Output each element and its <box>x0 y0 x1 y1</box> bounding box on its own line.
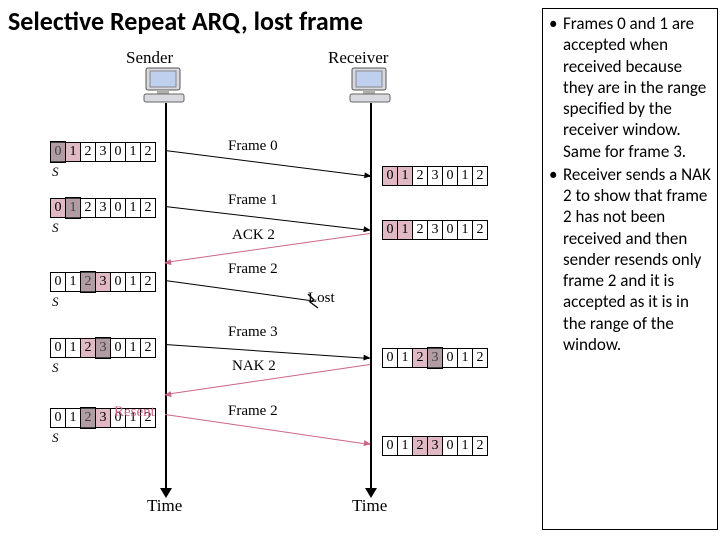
seq-cell: 1 <box>125 338 141 358</box>
seq-cell: 2 <box>412 166 428 186</box>
seq-cell: 2 <box>412 348 428 368</box>
seq-cell: 2 <box>140 198 156 218</box>
seq-cell: 2 <box>472 348 488 368</box>
arrow-label: Frame 0 <box>228 138 278 155</box>
seq-cell: 3 <box>427 166 443 186</box>
arrow-label: NAK 2 <box>232 358 276 375</box>
arq-diagram: SenderReceiver TimeTime0123012S0123012S0… <box>10 48 530 528</box>
s-label: S <box>52 430 59 446</box>
seq-cell: 2 <box>472 220 488 240</box>
seq-cell: 2 <box>80 198 96 218</box>
seq-cell: 1 <box>65 272 81 292</box>
timeline <box>165 103 167 488</box>
seq-cell: 2 <box>472 436 488 456</box>
resent-label: Resent <box>114 404 155 421</box>
lost-arrow <box>165 280 310 301</box>
seq-cell: 0 <box>50 272 66 292</box>
seq-cell: 0 <box>110 338 126 358</box>
seq-cell: 1 <box>65 408 81 428</box>
bullet-item: Receiver sends a NAK 2 to show that fram… <box>547 164 711 355</box>
receiver-window: 0123012 <box>382 436 488 456</box>
receiver-window: 0123012 <box>382 166 488 186</box>
seq-cell: 0 <box>382 166 398 186</box>
seq-cell: 2 <box>412 436 428 456</box>
seq-cell: 2 <box>80 338 96 358</box>
seq-cell: 0 <box>382 348 398 368</box>
seq-cell: 2 <box>140 272 156 292</box>
sender-window: 0123012 <box>50 338 156 358</box>
seq-cell: 3 <box>427 436 443 456</box>
seq-cell: 0 <box>382 436 398 456</box>
seq-cell: 1 <box>65 198 81 218</box>
seq-cell: 3 <box>95 198 111 218</box>
seq-cell: 0 <box>442 166 458 186</box>
frame-arrow <box>165 344 370 359</box>
seq-cell: 2 <box>80 272 96 292</box>
arrow-label: Frame 2 <box>228 403 278 420</box>
sender-window: 0123012 <box>50 142 156 162</box>
seq-cell: 2 <box>80 408 96 428</box>
sender-window: 0123012 <box>50 272 156 292</box>
seq-cell: 3 <box>95 408 111 428</box>
seq-cell: 0 <box>50 198 66 218</box>
seq-cell: 1 <box>397 166 413 186</box>
seq-cell: 2 <box>472 166 488 186</box>
seq-cell: 1 <box>457 166 473 186</box>
arrow-label: Frame 1 <box>228 192 278 209</box>
seq-cell: 2 <box>80 142 96 162</box>
timeline <box>370 103 372 488</box>
seq-cell: 0 <box>110 272 126 292</box>
receiver-window: 0123012 <box>382 220 488 240</box>
seq-cell: 0 <box>442 348 458 368</box>
arrow-label: ACK 2 <box>232 227 275 244</box>
page-title: Selective Repeat ARQ, lost frame <box>8 5 363 37</box>
seq-cell: 0 <box>50 338 66 358</box>
receiver-window: 0123012 <box>382 348 488 368</box>
seq-cell: 1 <box>457 436 473 456</box>
seq-cell: 3 <box>95 142 111 162</box>
seq-cell: 3 <box>95 272 111 292</box>
arrow-label: Frame 2 <box>228 261 278 278</box>
seq-cell: 0 <box>442 436 458 456</box>
seq-cell: 1 <box>65 142 81 162</box>
seq-cell: 1 <box>397 436 413 456</box>
receiver-label: Receiver <box>328 48 388 68</box>
bullet-list: Frames 0 and 1 are accepted when receive… <box>547 13 711 355</box>
seq-cell: 1 <box>125 142 141 162</box>
seq-cell: 3 <box>427 348 443 368</box>
s-label: S <box>52 164 59 180</box>
seq-cell: 1 <box>397 220 413 240</box>
seq-cell: 0 <box>50 142 66 162</box>
sender-window: 0123012 <box>50 198 156 218</box>
time-label: Time <box>352 496 387 516</box>
time-label: Time <box>147 496 182 516</box>
seq-cell: 1 <box>397 348 413 368</box>
seq-cell: 0 <box>442 220 458 240</box>
seq-cell: 1 <box>457 348 473 368</box>
seq-cell: 2 <box>140 142 156 162</box>
s-label: S <box>52 220 59 236</box>
seq-cell: 0 <box>110 198 126 218</box>
explanation-panel: Frames 0 and 1 are accepted when receive… <box>542 8 718 530</box>
seq-cell: 3 <box>427 220 443 240</box>
seq-cell: 0 <box>382 220 398 240</box>
computer-icon <box>140 66 188 111</box>
sender-label: Sender <box>126 48 173 68</box>
lost-label: Lost <box>308 290 335 307</box>
s-label: S <box>52 360 59 376</box>
s-label: S <box>52 294 59 310</box>
arrow-label: Frame 3 <box>228 324 278 341</box>
seq-cell: 0 <box>50 408 66 428</box>
seq-cell: 1 <box>125 272 141 292</box>
seq-cell: 1 <box>457 220 473 240</box>
bullet-item: Frames 0 and 1 are accepted when receive… <box>547 13 711 162</box>
seq-cell: 1 <box>125 198 141 218</box>
seq-cell: 2 <box>412 220 428 240</box>
seq-cell: 3 <box>95 338 111 358</box>
seq-cell: 1 <box>65 338 81 358</box>
seq-cell: 2 <box>140 338 156 358</box>
seq-cell: 0 <box>110 142 126 162</box>
